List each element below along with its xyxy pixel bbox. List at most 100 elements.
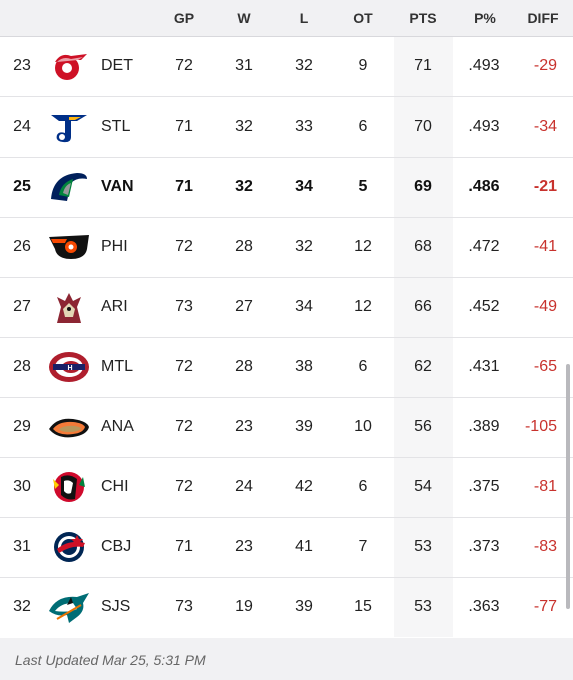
team-abbr: SJS (101, 598, 131, 615)
column-header-pts[interactable]: PTS (409, 10, 437, 26)
l-value: 39 (295, 598, 313, 615)
ot-value: 12 (354, 238, 372, 255)
gp-value: 72 (175, 358, 193, 375)
l-value: 32 (295, 238, 313, 255)
table-row[interactable]: 26 PHI 72 28 32 12 68 .472 -41 (0, 217, 573, 278)
gp-value: 71 (175, 178, 193, 195)
pct-value: .373 (468, 538, 500, 555)
blues-logo-icon (47, 109, 91, 145)
team-abbr: VAN (101, 178, 134, 195)
pts-value: 62 (414, 358, 432, 375)
l-value: 34 (295, 178, 313, 195)
coyotes-logo-icon (47, 289, 91, 325)
pct-value: .493 (468, 57, 500, 74)
w-value: 23 (235, 538, 253, 555)
l-value: 41 (295, 538, 313, 555)
pts-value: 66 (414, 298, 432, 315)
diff-value: -21 (533, 178, 557, 195)
table-row[interactable]: 23 DET 72 31 32 9 71 .493 -29 (0, 36, 573, 97)
ducks-logo-icon (47, 409, 91, 445)
table-row[interactable]: 24 STL 71 32 33 6 70 .493 -34 (0, 97, 573, 158)
gp-value: 72 (175, 478, 193, 495)
w-value: 32 (235, 178, 253, 195)
w-value: 24 (235, 478, 253, 495)
column-header-pct[interactable]: P% (474, 10, 496, 26)
diff-value: -105 (524, 418, 557, 435)
gp-value: 73 (175, 298, 193, 315)
rank: 27 (13, 298, 31, 315)
rank: 28 (13, 358, 31, 375)
w-value: 19 (235, 598, 253, 615)
blue-jackets-logo-icon (47, 529, 91, 565)
rank: 32 (13, 598, 31, 615)
pts-value: 71 (414, 57, 432, 74)
table-row[interactable]: 28 H MTL 72 28 38 6 62 .431 -65 (0, 337, 573, 398)
rank: 31 (13, 538, 31, 555)
column-header-l[interactable]: L (299, 10, 309, 26)
w-value: 32 (235, 118, 253, 135)
diff-value: -83 (533, 538, 557, 555)
rank: 23 (13, 57, 31, 74)
l-value: 32 (295, 57, 313, 74)
ot-value: 6 (358, 358, 368, 375)
gp-value: 73 (175, 598, 193, 615)
gp-value: 72 (175, 418, 193, 435)
table-row[interactable]: 31 CBJ 71 23 41 7 53 .373 -83 (0, 517, 573, 578)
pts-value: 53 (414, 538, 432, 555)
pct-value: .389 (468, 418, 500, 435)
ot-value: 6 (358, 118, 368, 135)
table-row[interactable]: 27 ARI 73 27 34 12 66 .452 -49 (0, 277, 573, 338)
diff-value: -77 (533, 598, 557, 615)
l-value: 42 (295, 478, 313, 495)
gp-value: 71 (175, 118, 193, 135)
gp-value: 71 (175, 538, 193, 555)
column-header-w[interactable]: W (237, 10, 251, 26)
diff-value: -41 (533, 238, 557, 255)
diff-value: -81 (533, 478, 557, 495)
column-header-diff[interactable]: DIFF (527, 10, 559, 26)
rank: 29 (13, 418, 31, 435)
table-row-highlighted[interactable]: 25 VAN 71 32 34 5 69 .486 -21 (0, 157, 573, 218)
l-value: 34 (295, 298, 313, 315)
rank: 25 (13, 178, 31, 195)
rank: 30 (13, 478, 31, 495)
gp-value: 72 (175, 57, 193, 74)
table-row[interactable]: 29 ANA 72 23 39 10 56 .389 -105 (0, 397, 573, 458)
standings-header: GP W L OT PTS P% DIFF (0, 0, 573, 37)
diff-value: -34 (533, 118, 557, 135)
team-abbr: PHI (101, 238, 128, 255)
l-value: 38 (295, 358, 313, 375)
diff-value: -29 (533, 57, 557, 74)
svg-text:H: H (67, 365, 72, 372)
diff-value: -65 (533, 358, 557, 375)
ot-value: 12 (354, 298, 372, 315)
team-abbr: CHI (101, 478, 129, 495)
scrollbar[interactable] (566, 364, 570, 609)
last-updated-text: Last Updated Mar 25, 5:31 PM (15, 652, 206, 668)
ot-value: 7 (358, 538, 368, 555)
w-value: 27 (235, 298, 253, 315)
rank: 24 (13, 118, 31, 135)
rank: 26 (13, 238, 31, 255)
team-abbr: ANA (101, 418, 134, 435)
table-row[interactable]: 32 SJS 73 19 39 15 53 .363 -77 (0, 577, 573, 637)
ot-value: 15 (354, 598, 372, 615)
pts-value: 68 (414, 238, 432, 255)
pts-value: 56 (414, 418, 432, 435)
pct-value: .452 (468, 298, 500, 315)
ot-value: 9 (358, 57, 368, 74)
pct-value: .375 (468, 478, 500, 495)
column-header-gp[interactable]: GP (173, 10, 195, 26)
table-row[interactable]: 30 CHI 72 24 42 6 54 .375 -81 (0, 457, 573, 518)
flyers-logo-icon (47, 229, 91, 265)
column-header-ot[interactable]: OT (353, 10, 373, 26)
ot-value: 6 (358, 478, 368, 495)
pct-value: .493 (468, 118, 500, 135)
standings-footer: Last Updated Mar 25, 5:31 PM (0, 638, 573, 680)
team-abbr: DET (101, 57, 133, 74)
pct-value: .363 (468, 598, 500, 615)
pts-value: 54 (414, 478, 432, 495)
w-value: 28 (235, 358, 253, 375)
ot-value: 10 (354, 418, 372, 435)
w-value: 31 (235, 57, 253, 74)
